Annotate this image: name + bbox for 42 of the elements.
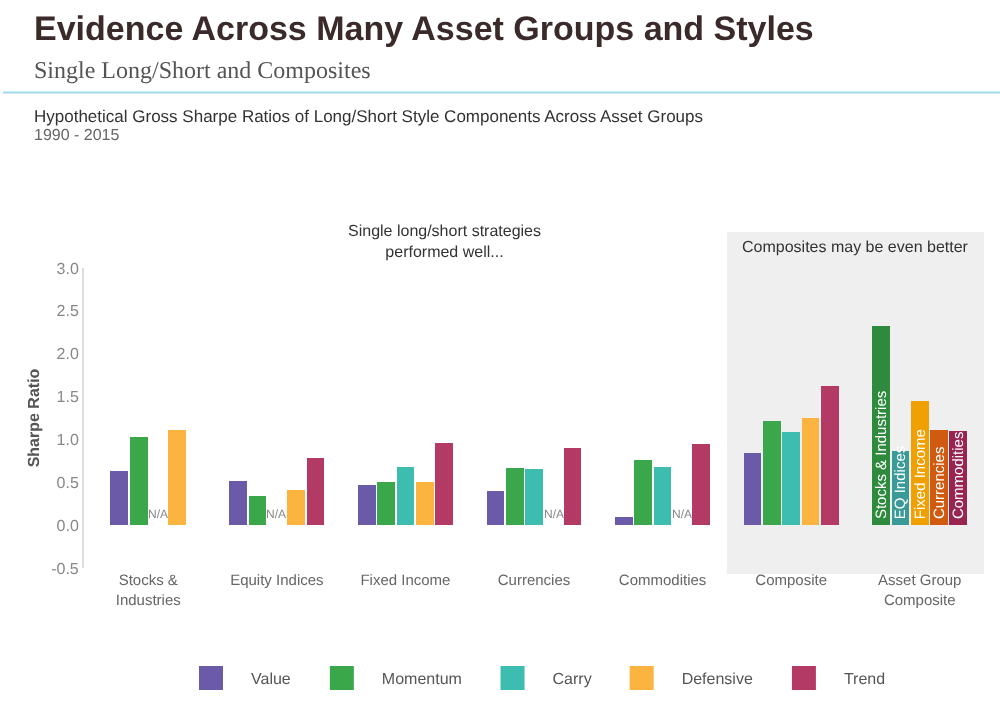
bar xyxy=(505,467,524,526)
text: 1990 - 2015 xyxy=(34,126,121,144)
bar xyxy=(782,431,801,526)
y-tick-label: -0.5 xyxy=(51,559,80,578)
bar xyxy=(396,466,415,526)
bar xyxy=(377,482,396,526)
bar xyxy=(415,482,434,526)
bar xyxy=(634,460,653,526)
bar xyxy=(357,484,376,526)
bar xyxy=(801,418,820,526)
bar xyxy=(692,443,711,526)
band-label: Composites may be even better xyxy=(742,238,969,256)
bar xyxy=(229,481,248,526)
bar xyxy=(435,442,453,526)
legend-label: Momentum xyxy=(381,670,463,689)
y-tick-label: 1.5 xyxy=(56,388,80,407)
bar xyxy=(525,468,543,526)
chart-title: Evidence Across Many Asset Groups and Styles xyxy=(34,10,814,48)
bar xyxy=(615,516,633,526)
legend-label: Value xyxy=(251,670,292,689)
y-tick-label: 2.5 xyxy=(56,302,80,321)
text: Single long/short strategies performed well... xyxy=(348,222,541,261)
y-tick-label: 3.0 xyxy=(56,259,80,278)
bar xyxy=(248,496,267,526)
y-tick-label: 1.0 xyxy=(56,431,80,450)
bar xyxy=(306,458,325,526)
y-tick-label: 0.5 xyxy=(56,473,80,492)
y-tick-label: 0.0 xyxy=(56,516,80,535)
bar xyxy=(762,420,781,526)
bar xyxy=(563,448,582,526)
legend-label: Carry xyxy=(552,670,592,689)
bar xyxy=(653,466,672,526)
legend-label: Trend xyxy=(843,670,886,689)
bar xyxy=(820,386,839,526)
text: Hypothetical Gross Sharpe Ratios of Long/Short Style Components Across Asset Groups xyxy=(34,106,704,126)
legend-label: Defensive xyxy=(681,670,754,689)
chart-subtitle: Single Long/Short and Composites xyxy=(34,56,372,84)
bar xyxy=(486,490,505,526)
y-tick-label: 2.0 xyxy=(56,345,80,364)
y-axis-title: Sharpe Ratio xyxy=(24,368,43,468)
bar xyxy=(287,490,306,526)
bar xyxy=(743,453,762,526)
